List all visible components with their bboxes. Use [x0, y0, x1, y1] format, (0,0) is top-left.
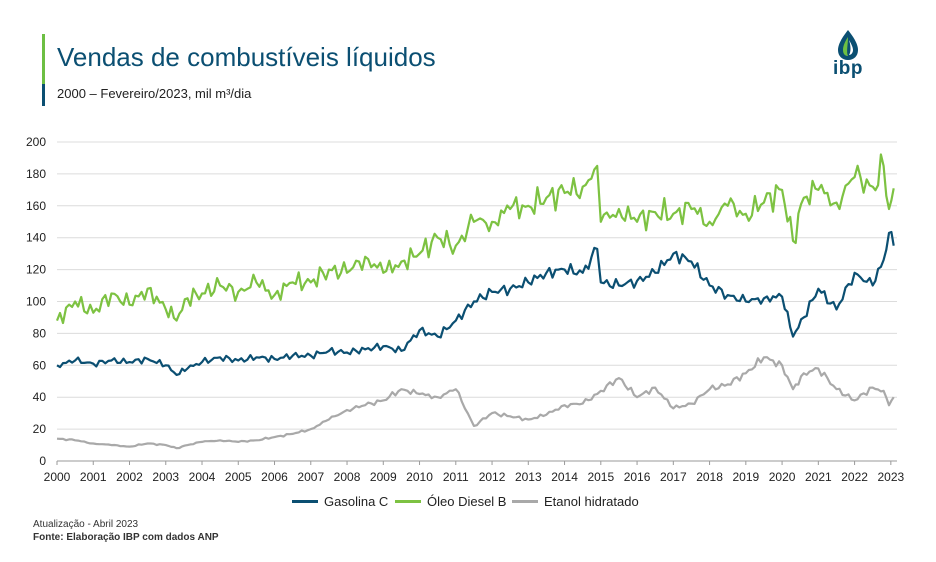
- x-tick-label: 2002: [116, 470, 143, 484]
- chart-legend: Gasolina C Óleo Diesel B Etanol hidratad…: [0, 494, 936, 512]
- update-note: Atualização - Abril 2023: [33, 519, 139, 530]
- x-tick-label: 2008: [334, 470, 361, 484]
- page-title: Vendas de combustíveis líquidos: [57, 42, 436, 72]
- x-tick-label: 2016: [624, 470, 651, 484]
- y-tick-label: 180: [26, 167, 46, 181]
- page-subtitle: 2000 – Fevereiro/2023, mil m³/dia: [57, 86, 252, 101]
- legend-item-etanol: Etanol hidratado: [512, 494, 639, 509]
- x-tick-label: 2010: [406, 470, 433, 484]
- accent-bar-green: [42, 34, 45, 84]
- x-tick-label: 2011: [443, 470, 469, 484]
- legend-item-gasolina: Gasolina C: [292, 494, 388, 509]
- logo-text: ibp: [833, 58, 863, 79]
- x-tick-label: 2003: [152, 470, 179, 484]
- series-line-2: [56, 356, 895, 450]
- legend-swatch-diesel: [395, 500, 421, 503]
- y-tick-label: 160: [26, 199, 46, 213]
- x-tick-label: 2005: [225, 470, 252, 484]
- legend-item-diesel: Óleo Diesel B: [395, 494, 506, 509]
- x-tick-label: 2001: [80, 470, 107, 484]
- legend-label-diesel: Óleo Diesel B: [427, 494, 507, 509]
- title-accent-bar: [42, 34, 45, 106]
- legend-label-etanol: Etanol hidratado: [544, 494, 639, 509]
- y-tick-label: 100: [26, 295, 46, 309]
- y-tick-label: 60: [33, 358, 47, 372]
- x-tick-label: 2006: [261, 470, 288, 484]
- accent-bar-blue: [42, 84, 45, 106]
- y-tick-label: 40: [33, 390, 47, 404]
- legend-swatch-gasolina: [292, 500, 318, 503]
- legend-swatch-etanol: [512, 500, 538, 503]
- x-tick-label: 2020: [769, 470, 796, 484]
- x-tick-label: 2019: [732, 470, 759, 484]
- x-tick-label: 2004: [189, 470, 216, 484]
- x-tick-label: 2009: [370, 470, 397, 484]
- x-tick-label: 2014: [551, 470, 578, 484]
- x-tick-label: 2015: [587, 470, 614, 484]
- drop-icon: [838, 30, 858, 60]
- source-note: Fonte: Elaboração IBP com dados ANP: [33, 532, 219, 543]
- fuel-sales-line-chart: 0 20 40 60 80 100 120 140 160 180 200 2000 2001 2002 2…: [26, 135, 905, 484]
- y-tick-label: 200: [26, 135, 46, 149]
- series-line-0: [56, 230, 895, 376]
- x-tick-label: 2022: [841, 470, 868, 484]
- y-tick-label: 80: [33, 326, 47, 340]
- x-tick-label: 2018: [696, 470, 723, 484]
- x-tick-label: 2017: [660, 470, 687, 484]
- y-tick-label: 0: [39, 454, 46, 468]
- y-tick-label: 140: [26, 231, 46, 245]
- y-tick-label: 20: [33, 422, 47, 436]
- y-tick-label: 120: [26, 263, 46, 277]
- x-tick-label: 2007: [297, 470, 324, 484]
- x-tick-label: 2021: [805, 470, 832, 484]
- x-tick-label: 2012: [479, 470, 506, 484]
- series-line-1: [55, 153, 895, 325]
- ibp-logo: ibp: [826, 28, 870, 84]
- x-tick-label: 2023: [877, 470, 904, 484]
- x-tick-label: 2000: [44, 470, 71, 484]
- x-tick-label: 2013: [515, 470, 542, 484]
- legend-label-gasolina: Gasolina C: [324, 494, 389, 509]
